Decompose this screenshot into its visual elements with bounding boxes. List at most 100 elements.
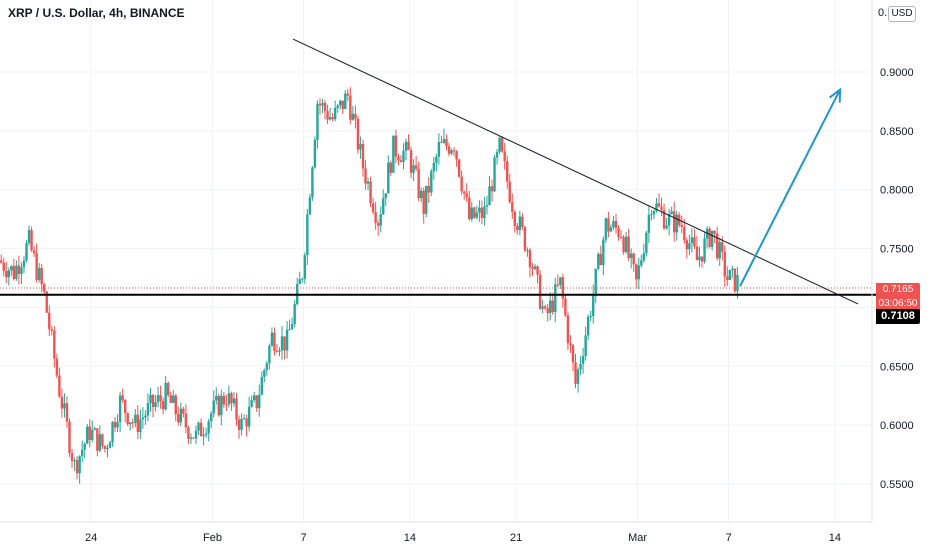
- candle-body: [346, 93, 350, 96]
- candle-body: [245, 418, 248, 427]
- candle-body: [240, 418, 243, 430]
- candle-body: [523, 227, 527, 251]
- candle-body: [495, 151, 499, 158]
- candle-body: [323, 102, 327, 112]
- candle-body: [258, 394, 261, 409]
- candle-body: [298, 279, 301, 285]
- candle-body: [518, 216, 522, 230]
- candle-body: [311, 167, 314, 198]
- drawing-overlays[interactable]: [0, 38, 876, 305]
- candle-body: [629, 253, 633, 259]
- candle-body: [78, 456, 81, 474]
- candle-body: [637, 265, 640, 280]
- candle-body: [308, 197, 312, 215]
- candle-body: [632, 253, 635, 265]
- candle-body: [379, 214, 382, 226]
- x-tick-label: 21: [510, 532, 522, 544]
- candle-body: [187, 427, 190, 439]
- candle-body: [192, 437, 195, 439]
- candle-body: [485, 205, 489, 207]
- candle-body: [387, 162, 390, 194]
- candle-body: [303, 255, 306, 279]
- candle-body: [255, 395, 258, 409]
- candle-body: [7, 270, 10, 278]
- candle-body: [622, 237, 625, 253]
- candle-body: [670, 211, 673, 215]
- candle-body: [597, 253, 600, 269]
- support-price-tag: 0.7108: [876, 309, 920, 324]
- candle-body: [506, 161, 509, 182]
- candle-body: [25, 243, 28, 261]
- candle-body: [68, 421, 71, 454]
- candle-body: [397, 156, 400, 161]
- candle-body: [389, 162, 393, 173]
- candle-body: [65, 403, 69, 422]
- candle-body: [227, 393, 231, 405]
- candle-body: [139, 419, 142, 433]
- candle-body: [278, 350, 281, 352]
- candle-body: [321, 102, 324, 106]
- candle-body: [280, 336, 284, 351]
- candle-body: [721, 242, 724, 252]
- candle-body: [172, 395, 175, 403]
- candle-body: [675, 214, 678, 233]
- candle-body: [427, 185, 430, 193]
- x-tick-label: 24: [85, 532, 97, 544]
- candle-body: [207, 421, 210, 434]
- currency-badge[interactable]: USD: [888, 6, 916, 22]
- candle-body: [665, 225, 668, 229]
- candle-body: [430, 171, 433, 193]
- symbol-title[interactable]: XRP / U.S. Dollar, 4h, BINANCE: [8, 6, 185, 20]
- candle-body: [154, 402, 157, 408]
- candle-body: [108, 442, 112, 448]
- candle-body: [43, 284, 46, 292]
- candle-body: [402, 150, 405, 163]
- candle-body: [129, 422, 132, 425]
- candle-body: [382, 198, 385, 215]
- candle-body: [369, 181, 372, 204]
- candle-body: [511, 202, 514, 212]
- candle-body: [5, 270, 8, 278]
- candle-body: [726, 276, 729, 280]
- candle-body: [318, 103, 322, 106]
- candle-body: [106, 447, 109, 449]
- candle-body: [88, 426, 91, 440]
- candle-body: [546, 308, 549, 314]
- candle-body: [698, 256, 701, 261]
- candle-body: [96, 428, 99, 451]
- candle-body: [736, 274, 739, 292]
- candle-body: [40, 268, 43, 285]
- candle-body: [526, 250, 529, 252]
- candle-body: [710, 230, 714, 247]
- candle-body: [273, 332, 276, 351]
- x-tick-label: 7: [301, 532, 307, 544]
- candle-body: [354, 113, 357, 119]
- candle-body: [422, 190, 425, 214]
- candle-body: [237, 419, 241, 430]
- candle-body: [647, 214, 651, 233]
- candle-body: [349, 95, 352, 120]
- candle-body: [247, 406, 251, 427]
- candle-body: [384, 193, 387, 199]
- candle-body: [432, 162, 436, 172]
- candle-body: [660, 206, 663, 210]
- candle-body: [164, 383, 167, 410]
- candle-body: [442, 139, 446, 143]
- candle-body: [543, 306, 547, 309]
- candle-body: [541, 306, 544, 309]
- candle-body: [425, 185, 428, 214]
- candle-body: [60, 396, 64, 409]
- candle-body: [32, 250, 36, 254]
- candle-body: [599, 253, 603, 266]
- candle-body: [374, 212, 377, 224]
- candle-body: [723, 251, 726, 277]
- candle-body: [655, 203, 658, 211]
- candle-body: [366, 181, 370, 184]
- candle-body: [331, 117, 334, 120]
- candle-body: [230, 393, 233, 404]
- candle-body: [516, 226, 519, 230]
- candle-body: [619, 236, 623, 238]
- candle-body: [718, 242, 721, 259]
- candle-body: [488, 186, 491, 206]
